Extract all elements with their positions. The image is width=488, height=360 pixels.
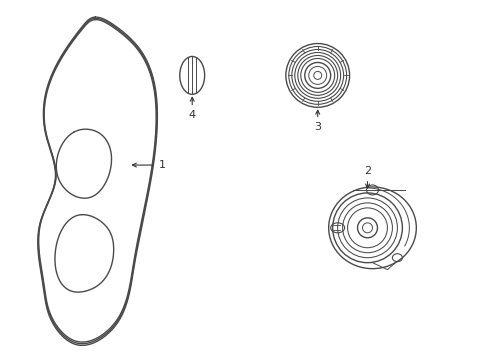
Text: 4: 4 <box>188 97 195 120</box>
Text: 2: 2 <box>363 166 370 188</box>
Text: 3: 3 <box>314 110 321 132</box>
Text: 1: 1 <box>132 160 165 170</box>
